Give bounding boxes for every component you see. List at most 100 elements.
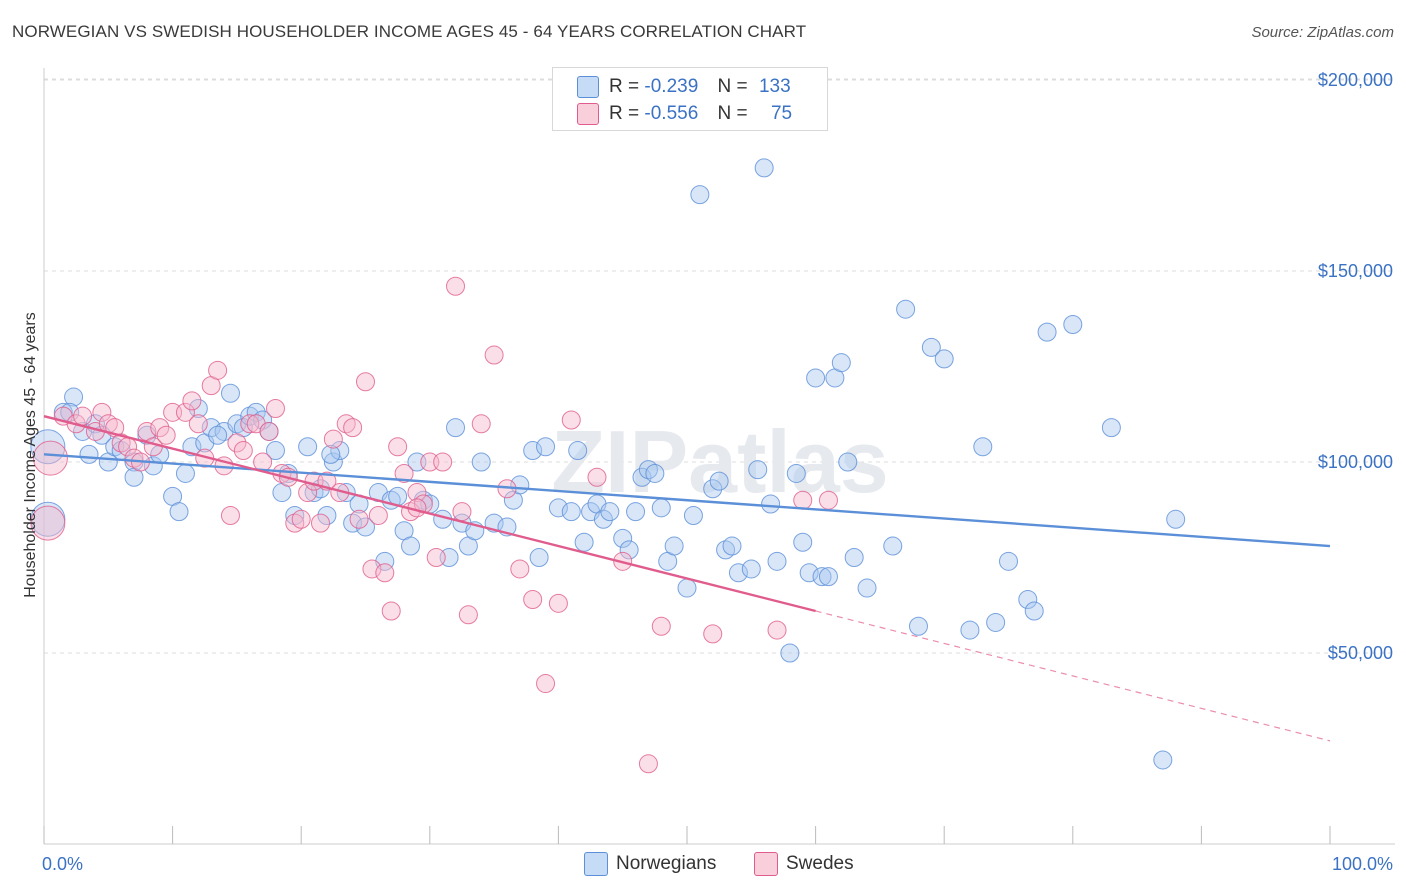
point-norwegians-67	[529, 548, 549, 567]
point-norwegians-112	[896, 299, 916, 319]
point-norwegians-105	[818, 567, 838, 587]
x-tick-label-0: 0.0%	[42, 854, 83, 874]
point-swedes-20	[188, 414, 208, 434]
point-norwegians-120	[1018, 590, 1038, 610]
point-norwegians-78	[619, 540, 639, 560]
point-norwegians-72	[574, 532, 594, 552]
legend-row-norwegians: R = -0.239 N = 133	[577, 76, 791, 98]
point-norwegians-57	[446, 418, 466, 438]
legend-r-label: R =	[609, 76, 640, 98]
bottom-swatch-norwegians	[584, 852, 608, 876]
point-norwegians-80	[632, 467, 652, 487]
point-norwegians-123	[1063, 314, 1083, 334]
point-swedes-1	[32, 440, 68, 476]
point-swedes-23	[208, 360, 228, 380]
point-swedes-28	[240, 414, 260, 434]
point-swedes-16	[156, 425, 176, 445]
point-norwegians-88	[690, 185, 710, 205]
x-tick-labels: 0.0% 100.0%	[42, 854, 1393, 874]
point-swedes-74	[703, 624, 723, 644]
point-norwegians-51	[401, 536, 421, 556]
point-norwegians-89	[703, 479, 723, 499]
series-swedes-points	[30, 276, 838, 774]
point-swedes-44	[343, 418, 363, 438]
point-swedes-61	[458, 605, 478, 625]
y-tick-label-2: $150,000	[1318, 261, 1393, 281]
y-tick-label-3: $200,000	[1318, 70, 1393, 90]
point-swedes-73	[651, 616, 671, 636]
trend-line-swedes	[43, 414, 816, 613]
point-norwegians-69	[548, 498, 568, 518]
point-swedes-59	[446, 276, 466, 296]
point-norwegians-83	[651, 498, 671, 518]
legend-r-value: -0.239	[644, 76, 699, 98]
point-norwegians-126	[1166, 509, 1186, 529]
point-norwegians-128	[208, 425, 228, 445]
point-swedes-65	[510, 559, 530, 579]
point-swedes-32	[265, 399, 285, 419]
legend-row-swedes: R = -0.556 N = 75	[577, 103, 792, 125]
point-norwegians-96	[754, 158, 774, 178]
point-swedes-25	[220, 505, 240, 525]
point-norwegians-104	[812, 567, 832, 587]
point-swedes-52	[394, 463, 414, 483]
point-swedes-0	[30, 505, 66, 541]
bottom-legend-swedes: Swedes	[754, 852, 854, 876]
point-norwegians-118	[986, 612, 1006, 632]
legend-n-label: N =	[717, 76, 748, 98]
point-norwegians-92	[722, 536, 742, 556]
point-norwegians-93	[728, 563, 748, 583]
x-tick-label-1: 100.0%	[1332, 854, 1393, 874]
point-swedes-27	[233, 441, 253, 461]
point-norwegians-97	[761, 494, 781, 514]
point-norwegians-66	[523, 441, 543, 461]
trend-lines	[43, 414, 1331, 742]
point-swedes-72	[638, 754, 658, 774]
point-norwegians-85	[664, 536, 684, 556]
point-norwegians-115	[934, 349, 954, 369]
point-norwegians-121	[1024, 601, 1044, 621]
point-norwegians-76	[600, 502, 620, 522]
point-norwegians-29	[246, 402, 266, 422]
point-norwegians-110	[857, 578, 877, 598]
point-swedes-62	[471, 414, 491, 434]
point-norwegians-23	[201, 418, 221, 438]
point-norwegians-40	[323, 452, 343, 472]
point-norwegians-3	[64, 387, 84, 407]
point-swedes-60	[452, 502, 472, 522]
point-swedes-45	[349, 509, 369, 529]
point-swedes-46	[356, 372, 375, 392]
point-norwegians-77	[613, 528, 633, 548]
bottom-legend-label: Norwegians	[616, 853, 717, 875]
point-swedes-49	[375, 563, 395, 583]
point-norwegians-32	[265, 441, 285, 461]
point-norwegians-116	[960, 620, 980, 640]
point-norwegians-70	[561, 502, 581, 522]
point-norwegians-119	[999, 551, 1018, 571]
point-norwegians-98	[767, 551, 787, 571]
point-norwegians-25	[220, 383, 240, 403]
y-tick-label-0: $50,000	[1328, 643, 1393, 663]
legend-r-value: -0.556	[644, 103, 699, 125]
point-swedes-41	[323, 429, 343, 449]
point-norwegians-124	[1101, 418, 1121, 438]
legend-n-value: 133	[758, 76, 791, 98]
legend-n-label: N =	[717, 103, 748, 125]
point-norwegians-101	[793, 532, 813, 552]
point-norwegians-109	[844, 548, 864, 567]
point-norwegians-68	[536, 437, 556, 457]
point-norwegians-103	[806, 368, 826, 388]
point-norwegians-111	[883, 536, 903, 556]
point-swedes-19	[182, 391, 202, 411]
point-norwegians-21	[188, 399, 208, 419]
point-norwegians-79	[626, 502, 646, 522]
point-norwegians-108	[838, 452, 858, 472]
point-swedes-4	[73, 406, 93, 426]
point-swedes-63	[484, 345, 504, 365]
point-norwegians-61	[471, 452, 491, 472]
legend-swatch-norwegians	[577, 76, 599, 98]
point-swedes-68	[548, 593, 568, 613]
point-norwegians-6	[79, 444, 99, 464]
point-swedes-36	[291, 509, 311, 529]
